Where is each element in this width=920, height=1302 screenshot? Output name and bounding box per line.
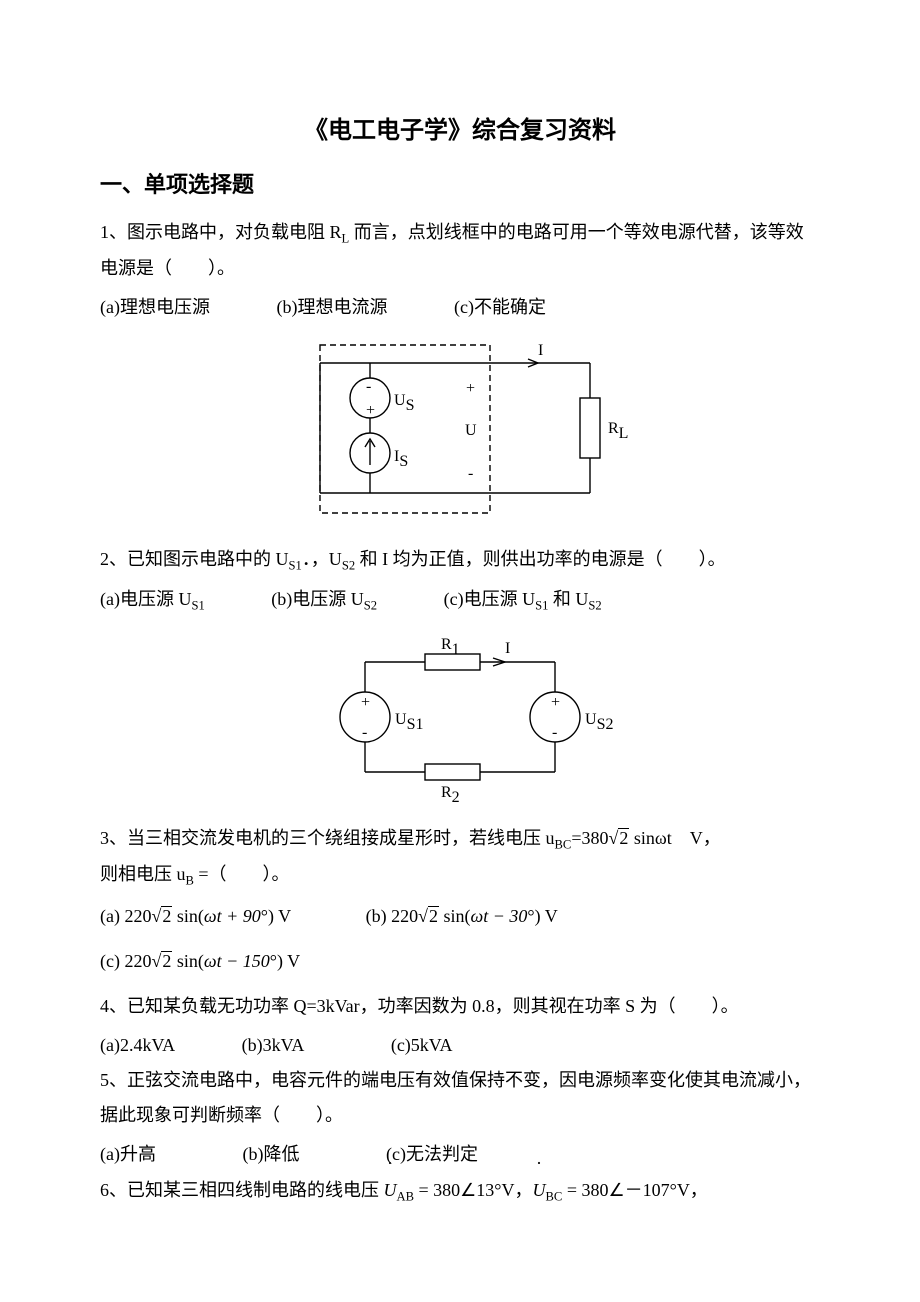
q3-l2b: =（ ）。 (194, 864, 290, 884)
q1-u-label: U (465, 422, 477, 439)
q1-rl-sub: L (619, 425, 629, 442)
document-page: 《电工电子学》综合复习资料 一、单项选择题 1、图示电路中，对负载电阻 RL 而… (0, 0, 920, 1302)
q5-opt-c: (c)无法判定 (386, 1137, 478, 1172)
q2-sub1: S1 (289, 559, 302, 573)
q2-r1-sub: 1 (452, 641, 460, 658)
q2-r2: R (441, 784, 452, 801)
q3-opt-b: (b) 220√2 sin(ωt − 30°) V (366, 899, 558, 934)
svg-text:US1: US1 (395, 711, 423, 733)
section-heading: 一、单项选择题 (100, 167, 820, 199)
q3-b: =380 (571, 828, 608, 848)
svg-text:R1: R1 (441, 636, 460, 658)
svg-text:US: US (394, 392, 414, 414)
q6-m1: = 380∠13 (414, 1180, 494, 1200)
q1-opt-a: (a)理想电压源 (100, 290, 210, 325)
q2-opt-c: (c)电压源 US1 和 US2 (444, 582, 602, 618)
q1-us-label: U (394, 392, 406, 409)
svg-text:R2: R2 (441, 784, 460, 802)
q6-m3: = 380∠－107 (562, 1180, 669, 1200)
q3-opt-a: (a) 220√2 sin(ωt + 90°) V (100, 899, 291, 934)
q2-us2: U (585, 711, 597, 728)
q4-opt-c: (c)5kVA (391, 1028, 453, 1063)
q2-stem: 2、已知图示电路中的 US1．，US2 和 I 均为正值，则供出功率的电源是（ … (100, 542, 820, 578)
q2-opt-b: (b)电压源 US2 (271, 582, 377, 618)
q6-sub-bc: BC (546, 1189, 563, 1203)
q6-stem: 6、已知某三相四线制电路的线电压 UAB = 380∠13°V，UBC = 38… (100, 1173, 820, 1209)
q2-options: (a)电压源 US1 (b)电压源 US2 (c)电压源 US1 和 US2 (100, 582, 820, 618)
q1-stem: 1、图示电路中，对负载电阻 RL 而言，点划线框中的电路可用一个等效电源代替，该… (100, 215, 820, 286)
q6-deg2: ° (670, 1180, 677, 1200)
q2-us1-sub: S1 (407, 716, 424, 733)
q2-us2-sub: S2 (597, 716, 614, 733)
q3-opt-c: (c) 220√2 sin(ωt − 150°) V (100, 944, 300, 979)
q2-opt-a: (a)电压源 US1 (100, 582, 205, 618)
q5-opt-b: (b)降低 (242, 1137, 299, 1172)
q1-us-sub: S (406, 397, 415, 414)
q1-us-plus: + (366, 402, 375, 419)
q3-options-row2: (c) 220√2 sin(ωt − 150°) V (100, 944, 820, 979)
svg-text:IS: IS (394, 448, 408, 470)
q1-u-minus: - (468, 465, 473, 482)
q4-opt-b: (b)3kVA (242, 1028, 305, 1063)
q1-options: (a)理想电压源 (b)理想电流源 (c)不能确定 (100, 290, 820, 325)
q1-is-sub: S (399, 453, 408, 470)
q1-opt-c: (c)不能确定 (454, 290, 546, 325)
q3-c: sinωt V， (629, 828, 720, 848)
q3-options-row1: (a) 220√2 sin(ωt + 90°) V (b) 220√2 sin(… (100, 899, 820, 934)
q2-us1-minus: - (362, 724, 367, 741)
q5-stem: 5、正弦交流电路中，电容元件的端电压有效值保持不变，因电源频率变化使其电流减小，… (100, 1063, 820, 1133)
q5-options: (a)升高 (b)降低 (c)无法判定 (100, 1137, 820, 1172)
document-title: 《电工电子学》综合复习资料 (100, 110, 820, 145)
q2-r2-sub: 2 (452, 789, 460, 802)
q1-u-plus: + (466, 380, 475, 397)
q2-i: I (505, 640, 510, 657)
q6-sub-ab: AB (397, 1189, 415, 1203)
q6-a: 6、已知某三相四线制电路的线电压 (100, 1180, 384, 1200)
q2-text-b: 和 I 均为正值，则供出功率的电源是（ ）。 (355, 549, 726, 569)
q4-stem: 4、已知某负载无功功率 Q=3kVar，功率因数为 0.8，则其视在功率 S 为… (100, 989, 820, 1024)
q4-opt-a: (a)2.4kVA (100, 1028, 175, 1063)
q6-tail: V， (677, 1180, 708, 1200)
q2-figure: + - + - R1 I US1 US2 R2 (100, 627, 820, 807)
q2-text-a: 2、已知图示电路中的 U (100, 549, 289, 569)
q1-text-a: 1、图示电路中，对负载电阻 R (100, 222, 342, 242)
q2-sub2: S2 (342, 559, 355, 573)
svg-text:US2: US2 (585, 711, 613, 733)
q6-ubc-u: U (533, 1180, 546, 1200)
q3-l2a: 则相电压 u (100, 864, 186, 884)
q6-m2: V， (502, 1180, 533, 1200)
q2-text-mid: ．，U (302, 549, 342, 569)
q3-sqrt: 2 (618, 828, 629, 847)
q2-us1-plus: + (361, 694, 370, 711)
q3-a: 3、当三相交流发电机的三个绕组接成星形时，若线电压 u (100, 828, 555, 848)
q2-us1: U (395, 711, 407, 728)
q1-opt-b: (b)理想电流源 (276, 290, 387, 325)
q5-opt-a: (a)升高 (100, 1137, 156, 1172)
q6-deg1: ° (494, 1180, 501, 1200)
q2-us2-minus: - (552, 724, 557, 741)
q4-options: (a)2.4kVA (b)3kVA (c)5kVA (100, 1028, 820, 1063)
q3-stem: 3、当三相交流发电机的三个绕组接成星形时，若线电压 uBC=380√2 sinω… (100, 821, 820, 893)
svg-text:RL: RL (608, 420, 628, 442)
q1-us-minus: - (366, 378, 371, 395)
q1-figure: - + + - I U US IS RL (100, 333, 820, 528)
q2-us2-plus: + (551, 694, 560, 711)
q1-rl-label: R (608, 420, 619, 437)
q3-sub-bc: BC (555, 837, 572, 851)
q1-i-label: I (538, 342, 543, 359)
q6-uab-u: U (384, 1180, 397, 1200)
q3-sub-b: B (186, 873, 194, 887)
q2-r1: R (441, 636, 452, 653)
